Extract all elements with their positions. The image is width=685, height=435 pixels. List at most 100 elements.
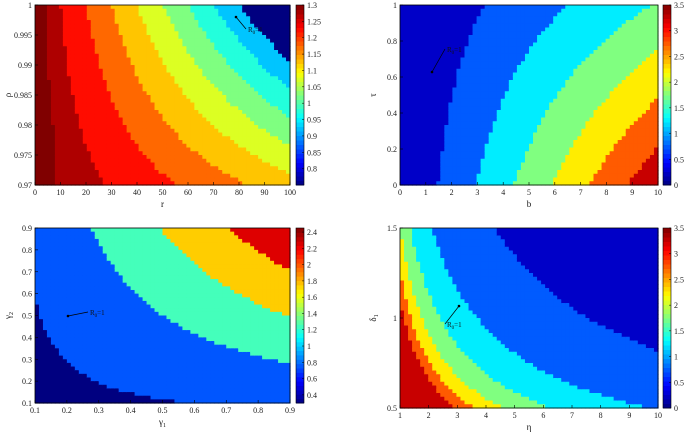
contour-cell: [412, 166, 417, 171]
contour-cell: [218, 117, 223, 122]
contour-cell: [142, 23, 148, 29]
contour-cell: [541, 155, 546, 160]
contour-cell: [106, 87, 112, 92]
contour-cell: [46, 50, 52, 55]
contour-cell: [258, 46, 263, 51]
contour-cell: [524, 50, 530, 55]
contour-cell: [508, 177, 514, 182]
contour-cell: [98, 87, 104, 92]
contour-cell: [50, 16, 56, 21]
contour-cell: [448, 35, 454, 40]
contour-cell: [520, 158, 526, 164]
contour-cell: [262, 158, 267, 164]
contour-cell: [516, 80, 522, 85]
contour-cell: [226, 98, 231, 104]
contour-cell: [424, 31, 429, 36]
contour-cell: [190, 128, 195, 134]
contour-cell: [400, 91, 405, 96]
contour-cell: [102, 80, 108, 85]
contour-cell: [170, 125, 176, 130]
contour-cell: [533, 155, 538, 160]
contour-cell: [106, 136, 112, 141]
contour-cell: [420, 110, 425, 115]
contour-cell: [122, 158, 128, 164]
contour-cell: [472, 50, 478, 55]
contour-cell: [122, 147, 128, 152]
contour-cell: [476, 177, 482, 182]
contour-cell: [512, 102, 518, 107]
contour-cell: [492, 102, 498, 107]
contour-cell: [541, 117, 546, 122]
contour-cell: [472, 106, 478, 111]
contour-cell: [456, 181, 462, 186]
contour-cell: [420, 68, 425, 74]
contour-cell: [110, 140, 116, 145]
contour-cell: [282, 147, 287, 152]
contour-cell: [480, 46, 486, 51]
contour-cell: [533, 132, 538, 137]
contour-cell: [254, 68, 259, 74]
contour-cell: [404, 132, 409, 137]
contour-cell: [214, 12, 219, 17]
contour-cell: [524, 72, 530, 77]
contour-cell: [512, 23, 518, 29]
contour-cell: [102, 158, 108, 164]
contour-cell: [448, 20, 454, 25]
contour-cell: [182, 20, 187, 25]
contour-cell: [428, 76, 433, 81]
contour-cell: [178, 53, 184, 59]
contour-cell: [62, 50, 68, 55]
contour-cell: [35, 38, 40, 44]
contour-cell: [250, 177, 255, 182]
contour-cell: [178, 72, 184, 77]
colorbar-segment: [296, 59, 304, 64]
contour-cell: [190, 155, 195, 160]
contour-cell: [206, 61, 211, 66]
contour-cell: [444, 83, 449, 89]
contour-cell: [194, 76, 199, 81]
contour-cell: [154, 20, 160, 25]
contour-cell: [110, 151, 116, 156]
contour-cell: [54, 158, 60, 164]
contour-cell: [154, 83, 160, 89]
contour-cell: [484, 57, 490, 62]
contour-cell: [66, 57, 72, 62]
contour-cell: [146, 35, 152, 40]
contour-cell: [516, 12, 522, 17]
contour-cell: [424, 20, 429, 25]
contour-cell: [472, 162, 478, 167]
contour-cell: [35, 8, 40, 14]
contour-cell: [468, 98, 474, 104]
contour-cell: [262, 147, 267, 152]
contour-cell: [488, 12, 494, 17]
contour-cell: [508, 35, 514, 40]
contour-cell: [70, 140, 76, 145]
contour-cell: [512, 113, 518, 119]
contour-cell: [94, 181, 100, 186]
contour-cell: [78, 57, 84, 62]
contour-cell: [464, 83, 470, 89]
contour-cell: [545, 102, 550, 107]
contour-cell: [520, 80, 526, 85]
contour-cell: [142, 68, 148, 74]
contour-cell: [198, 12, 203, 17]
contour-cell: [118, 155, 124, 160]
contour-cell: [82, 53, 88, 59]
contour-cell: [496, 42, 502, 47]
contour-cell: [549, 125, 554, 130]
contour-cell: [110, 143, 116, 149]
contour-cell: [270, 155, 275, 160]
contour-cell: [424, 136, 429, 141]
contour-cell: [130, 136, 136, 141]
contour-cell: [198, 121, 203, 126]
contour-cell: [488, 166, 494, 171]
contour-cell: [242, 121, 247, 126]
contour-cell: [94, 57, 100, 62]
contour-cell: [210, 158, 215, 164]
contour-cell: [186, 95, 191, 100]
contour-cell: [74, 5, 80, 10]
contour-cell: [524, 27, 530, 32]
contour-cell: [134, 61, 140, 66]
contour-cell: [420, 20, 425, 25]
contour-cell: [533, 72, 538, 77]
